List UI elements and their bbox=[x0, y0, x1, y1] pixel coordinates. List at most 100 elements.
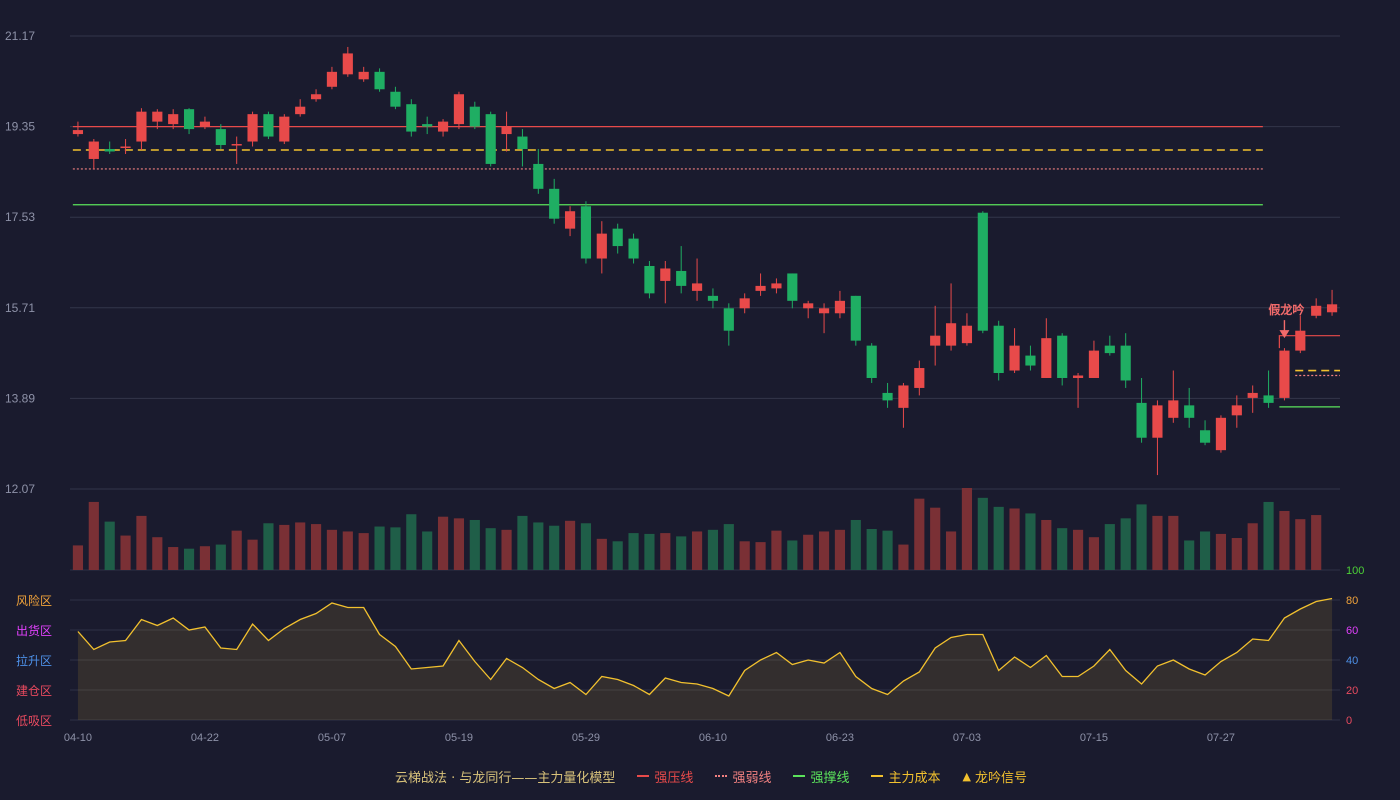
volume-bar bbox=[628, 533, 639, 570]
indicator-tick-label: 60 bbox=[1346, 625, 1358, 637]
x-tick-label: 05-19 bbox=[445, 732, 473, 744]
price-tick-label: 19.35 bbox=[5, 120, 35, 134]
candle-body bbox=[501, 126, 512, 135]
candle-body bbox=[183, 109, 195, 130]
volume-bar bbox=[1279, 510, 1290, 570]
volume-bar bbox=[564, 520, 576, 570]
legend-main-cost[interactable]: 主力成本 bbox=[871, 767, 940, 786]
volume-bar bbox=[1057, 528, 1068, 570]
x-tick-label: 04-10 bbox=[64, 732, 92, 744]
x-tick-label: 07-15 bbox=[1080, 732, 1108, 744]
x-tick-label: 07-03 bbox=[953, 732, 981, 744]
volume-bar bbox=[739, 541, 750, 570]
volume-bar bbox=[88, 501, 99, 570]
candle-body bbox=[88, 141, 99, 159]
candle-body bbox=[691, 283, 703, 291]
candle-body bbox=[803, 303, 814, 309]
legend-strong-weak[interactable]: 强弱线 bbox=[715, 767, 771, 786]
legend-strong-support[interactable]: 强撑线 bbox=[793, 767, 849, 786]
recent-pressure-line bbox=[1278, 335, 1340, 349]
volume-bar bbox=[1088, 537, 1100, 570]
candle-body bbox=[549, 188, 560, 219]
volume-bar bbox=[549, 525, 560, 570]
x-tick-label: 05-07 bbox=[318, 732, 346, 744]
volume-bar bbox=[406, 514, 417, 570]
volume-bar bbox=[517, 515, 528, 570]
candle-body bbox=[1231, 405, 1242, 416]
legend-strong-pressure[interactable]: 强压线 bbox=[637, 767, 693, 786]
x-tick-label: 06-23 bbox=[826, 732, 854, 744]
candle-body bbox=[469, 106, 480, 127]
candle-body bbox=[866, 345, 877, 378]
volume-bar bbox=[930, 507, 941, 570]
volume-bar bbox=[1215, 533, 1227, 570]
volume-bar bbox=[771, 530, 782, 570]
legend-dragon-signal[interactable]: ▲ 龙吟信号 bbox=[962, 767, 1026, 786]
volume-bar bbox=[279, 524, 290, 570]
volume-bar bbox=[596, 538, 607, 570]
candle-body bbox=[1120, 345, 1131, 381]
candle-body bbox=[993, 325, 1004, 374]
volume-bar bbox=[961, 488, 973, 570]
candle-body bbox=[374, 71, 385, 90]
volume-bar bbox=[104, 521, 115, 570]
candle-body bbox=[1326, 304, 1338, 313]
candle-body bbox=[564, 211, 576, 229]
legend-label: 强撑线 bbox=[810, 770, 850, 786]
legend-swatch-solid-green bbox=[793, 775, 806, 777]
volume-bar bbox=[882, 530, 893, 570]
indicator-line bbox=[77, 597, 1333, 697]
candle-body bbox=[517, 136, 528, 150]
x-tick-label: 07-27 bbox=[1207, 732, 1235, 744]
candle-body bbox=[628, 238, 639, 259]
candle-body bbox=[1215, 417, 1227, 451]
legend-title-text: 云梯战法 · 与龙同行——主力量化模型 bbox=[395, 770, 616, 786]
volume-bar bbox=[72, 545, 84, 570]
candle-body bbox=[707, 295, 719, 301]
volume-bar bbox=[1104, 524, 1115, 570]
volume-bar bbox=[469, 519, 480, 570]
candle-body bbox=[1168, 400, 1179, 418]
x-tick-label: 04-22 bbox=[191, 732, 219, 744]
candle-body bbox=[977, 212, 988, 331]
volume-bar bbox=[866, 529, 877, 570]
candle-body bbox=[596, 233, 607, 259]
candle-body bbox=[961, 325, 973, 344]
volume-bar bbox=[247, 539, 258, 570]
candle-body bbox=[72, 130, 84, 135]
volume-bar bbox=[1184, 540, 1195, 570]
volume-bar bbox=[215, 544, 226, 570]
candle-body bbox=[739, 298, 750, 309]
indicator-tick-label: 40 bbox=[1346, 655, 1358, 667]
volume-bar bbox=[1120, 518, 1131, 570]
volume-bar bbox=[1072, 529, 1084, 570]
volume-bar bbox=[691, 531, 703, 570]
price-tick-label: 17.53 bbox=[5, 210, 35, 224]
candle-body bbox=[1152, 405, 1163, 438]
volume-bar bbox=[707, 529, 719, 570]
candle-body bbox=[390, 91, 401, 107]
candle-body bbox=[168, 114, 179, 125]
candle-body bbox=[422, 124, 433, 127]
volume-bar bbox=[580, 523, 592, 570]
candle-body bbox=[215, 129, 226, 146]
volume-bar bbox=[152, 537, 163, 570]
indicator-zone-label: 低吸区 bbox=[16, 714, 52, 728]
candle-body bbox=[231, 144, 242, 146]
legend-label: 强压线 bbox=[654, 770, 694, 786]
volume-bar bbox=[644, 533, 655, 570]
volume-bar bbox=[1263, 501, 1274, 570]
candle-body bbox=[723, 308, 734, 331]
volume-bar bbox=[485, 528, 496, 570]
candle-body bbox=[834, 300, 846, 314]
volume-bar bbox=[453, 518, 465, 570]
indicator-area bbox=[77, 598, 1333, 720]
candle-body bbox=[152, 111, 163, 122]
candle-body bbox=[1199, 430, 1211, 443]
volume-bar bbox=[199, 546, 211, 570]
candle-body bbox=[1025, 355, 1036, 366]
volume-bar bbox=[945, 531, 957, 570]
candle-body bbox=[247, 114, 258, 142]
candle-body bbox=[1263, 395, 1274, 403]
